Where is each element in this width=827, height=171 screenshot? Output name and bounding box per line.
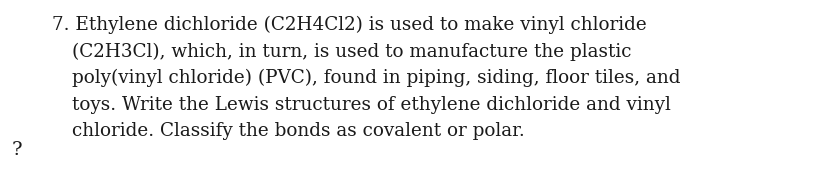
Text: 7. Ethylene dichloride (C2H4Cl2) is used to make vinyl chloride: 7. Ethylene dichloride (C2H4Cl2) is used… [52,16,646,34]
Text: (C2H3Cl), which, in turn, is used to manufacture the plastic: (C2H3Cl), which, in turn, is used to man… [72,43,631,61]
Text: poly(vinyl chloride) (PVC), found in piping, siding, floor tiles, and: poly(vinyl chloride) (PVC), found in pip… [72,69,680,87]
Text: ?: ? [12,141,22,159]
Text: chloride. Classify the bonds as covalent or polar.: chloride. Classify the bonds as covalent… [72,122,524,140]
Text: toys. Write the Lewis structures of ethylene dichloride and vinyl: toys. Write the Lewis structures of ethy… [72,95,670,114]
